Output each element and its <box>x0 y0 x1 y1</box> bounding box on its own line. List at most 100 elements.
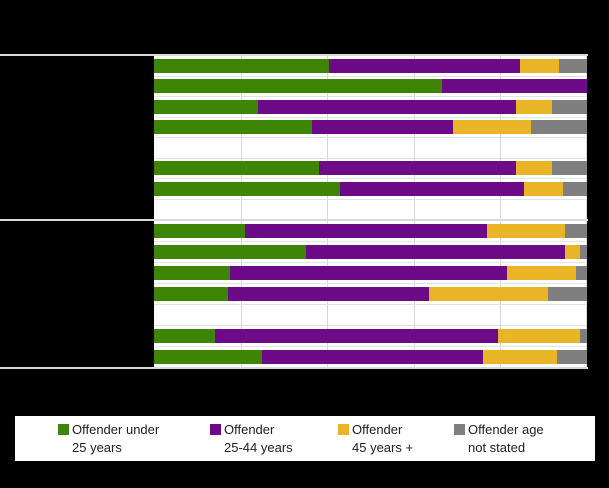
bar-segment <box>154 99 258 114</box>
bar-segment <box>552 161 587 176</box>
category-row <box>154 242 587 263</box>
empty-row <box>154 305 587 326</box>
bar-segment <box>229 266 507 280</box>
category-row <box>154 179 587 200</box>
stacked-bar <box>154 350 587 364</box>
stacked-bar <box>154 161 587 176</box>
bar-segment <box>154 224 245 238</box>
legend-label: 45 years + <box>352 440 414 455</box>
category-labels-group-1 <box>0 56 154 219</box>
legend-item-under-25: Offender under 25 years <box>58 421 159 457</box>
category-row <box>154 118 587 138</box>
bar-segment <box>154 161 319 176</box>
bar-segment <box>580 245 587 259</box>
bar-segment <box>483 350 557 364</box>
bar-segment <box>530 120 587 135</box>
legend-label: 25 years <box>72 440 122 455</box>
bar-segment <box>428 287 549 301</box>
legend-item-not-stated: Offender age not stated <box>454 421 544 457</box>
stacked-bar <box>154 79 587 94</box>
bar-segment <box>262 350 484 364</box>
bar-group-2 <box>154 221 587 367</box>
category-row <box>154 263 587 284</box>
x-axis-labels-block <box>0 369 609 416</box>
bar-segment <box>154 120 313 135</box>
legend-swatch-yellow <box>338 424 349 435</box>
bar-segment <box>515 99 553 114</box>
bar-segment <box>154 181 341 196</box>
axis-line-top <box>0 54 588 56</box>
gridline-80 <box>500 56 502 368</box>
legend-swatch-green <box>58 424 69 435</box>
title-block <box>0 0 609 54</box>
category-row <box>154 97 587 118</box>
bar-segment <box>154 287 228 301</box>
bar-segment <box>154 58 330 73</box>
legend-item-45-plus: Offender 45 years + <box>338 421 413 457</box>
bar-segment <box>154 245 306 259</box>
legend: Offender under 25 years Offender 25-44 y… <box>15 416 595 461</box>
gridline-20 <box>240 56 242 368</box>
bar-segment <box>340 181 525 196</box>
category-row <box>154 284 587 305</box>
bar-segment <box>487 224 566 238</box>
stacked-bar <box>154 58 587 73</box>
bar-segment <box>519 58 559 73</box>
legend-item-25-44: Offender 25-44 years <box>210 421 293 457</box>
bar-segment <box>563 181 587 196</box>
bar-segment <box>154 79 442 94</box>
group-separator-line <box>0 219 588 221</box>
stacked-bar <box>154 245 587 259</box>
bar-segment <box>257 99 516 114</box>
legend-swatch-purple <box>210 424 221 435</box>
bar-segment <box>576 266 587 280</box>
bar-segment <box>227 287 429 301</box>
stacked-bar <box>154 266 587 280</box>
category-row <box>154 221 587 242</box>
empty-row <box>154 200 587 220</box>
bar-segment <box>154 266 230 280</box>
empty-row <box>154 138 587 159</box>
bar-segment <box>305 245 566 259</box>
category-row <box>154 326 587 347</box>
gridline-40 <box>327 56 329 368</box>
bar-segment <box>580 329 587 343</box>
bar-segment <box>441 79 587 94</box>
gridline-100 <box>586 56 587 368</box>
bar-segment <box>214 329 499 343</box>
bar-segment <box>318 161 516 176</box>
axis-line-bottom <box>0 367 588 369</box>
bar-segment <box>244 224 488 238</box>
bar-segment <box>329 58 520 73</box>
stacked-bar <box>154 287 587 301</box>
bar-segment <box>565 245 581 259</box>
legend-label: Offender <box>352 422 403 437</box>
stacked-bar <box>154 120 587 135</box>
stacked-bar <box>154 224 587 238</box>
category-row <box>154 347 587 367</box>
category-row <box>154 56 587 77</box>
bar-segment <box>524 181 564 196</box>
bar-segment <box>452 120 531 135</box>
bar-segment <box>565 224 587 238</box>
bar-group-1 <box>154 56 587 219</box>
bar-segment <box>556 350 587 364</box>
bar-segment <box>498 329 581 343</box>
stacked-bar <box>154 181 587 196</box>
legend-swatch-gray <box>454 424 465 435</box>
legend-label: Offender age <box>468 422 544 437</box>
bar-segment <box>515 161 553 176</box>
bar-segment <box>312 120 453 135</box>
bar-segment <box>154 329 215 343</box>
stacked-bar <box>154 99 587 114</box>
bar-segment <box>558 58 587 73</box>
category-row <box>154 159 587 179</box>
bar-segment <box>552 99 587 114</box>
bar-segment <box>548 287 587 301</box>
legend-label: Offender <box>224 422 275 437</box>
gridline-60 <box>413 56 415 368</box>
plot-area <box>154 56 587 368</box>
legend-label: not stated <box>468 440 526 455</box>
legend-label: Offender under <box>72 422 160 437</box>
